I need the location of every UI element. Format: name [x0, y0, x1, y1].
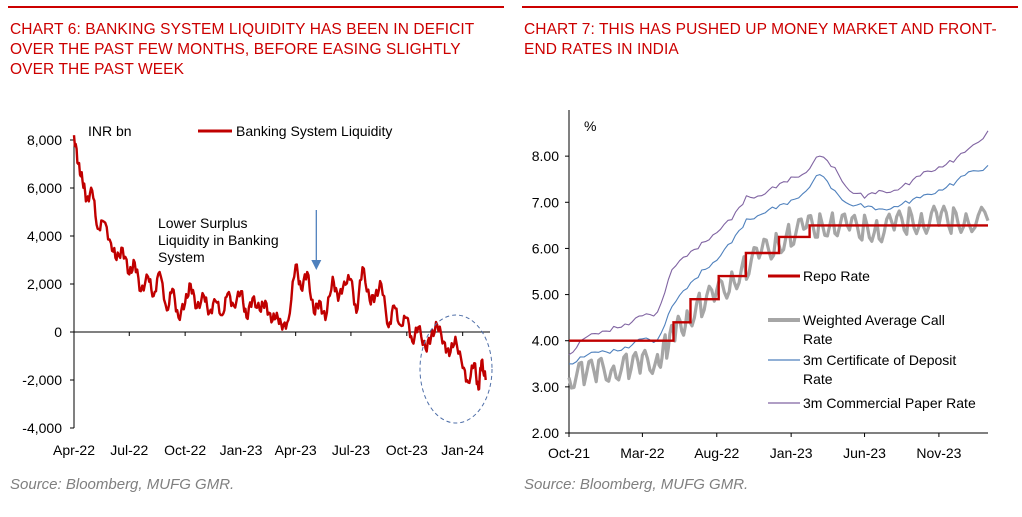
y-tick-label: 6,000 — [27, 180, 62, 196]
x-tick-label: Jun-23 — [843, 445, 886, 461]
y-tick-label: 8,000 — [27, 132, 62, 148]
chart-7-plot: 8.00 7.00 6.00 5.00 4.00 3.00 2.00% Oct-21 Mar-2… — [532, 110, 990, 461]
legend-label: Banking System Liquidity — [236, 123, 392, 139]
x-tick-label: Jul-23 — [332, 442, 370, 458]
chart-6-panel: Chart 6: Banking system liquidity has be… — [0, 0, 508, 517]
x-tick-label: Oct-23 — [386, 442, 428, 458]
x-tick-label: Mar-22 — [620, 445, 665, 461]
x-tick-label: Apr-22 — [53, 442, 95, 458]
y-tick-label: 6.00 — [532, 240, 559, 256]
x-tick-label: Oct-21 — [548, 445, 590, 461]
x-tick-label: Aug-22 — [694, 445, 739, 461]
y-tick-label: 3.00 — [532, 379, 559, 395]
y-tick-label: 4.00 — [532, 333, 559, 349]
highlight-ellipse — [419, 314, 493, 424]
x-tick-label: Oct-22 — [164, 442, 206, 458]
cp-rate-line — [568, 130, 989, 356]
y-tick-label: 5.00 — [532, 287, 559, 303]
y-tick-label: 2,000 — [27, 276, 62, 292]
x-tick-label: Jul-22 — [110, 442, 148, 458]
call-rate-line — [567, 204, 990, 390]
y-tick-label: 0 — [54, 324, 62, 340]
chart-6-plot: 8,000 6,000 4,000 2,000 0 -2,000 -4,000 Apr-22 J… — [22, 123, 493, 458]
chart-6-title: Chart 6: Banking system liquidity has be… — [10, 21, 475, 78]
annotation-text: Liquidity in Banking — [158, 232, 279, 248]
legend-label-call-1: Weighted Average Call — [803, 312, 945, 328]
x-tick-label: Apr-23 — [275, 442, 317, 458]
annotation-text: Lower Surplus — [158, 215, 248, 231]
y-tick-label: -4,000 — [22, 420, 62, 436]
chart-7-source: Source: Bloomberg, MUFG GMR. — [524, 476, 749, 493]
x-tick-label: Jan-23 — [770, 445, 813, 461]
x-tick-label: Jan-24 — [441, 442, 484, 458]
legend-label-cp: 3m Commercial Paper Rate — [803, 395, 976, 411]
repo-rate-line — [569, 224, 988, 342]
y-tick-label: -2,000 — [22, 372, 62, 388]
legend-label-cd-2: Rate — [803, 371, 833, 387]
y-tick-label: 4,000 — [27, 228, 62, 244]
unit-label: INR bn — [88, 123, 132, 139]
x-tick-label: Nov-23 — [916, 445, 961, 461]
annotation-arrowhead — [311, 260, 322, 270]
cd-rate-line — [568, 165, 989, 365]
legend-label-repo: Repo Rate — [803, 268, 870, 284]
y-tick-label: 7.00 — [532, 194, 559, 210]
y-tick-label: 2.00 — [532, 425, 559, 441]
liquidity-line — [72, 135, 487, 391]
chart-7-panel: Chart 7: This has pushed up money market… — [514, 0, 1022, 517]
chart-7-title: Chart 7: This has pushed up money market… — [524, 21, 997, 58]
title-rule — [522, 6, 1018, 8]
chart-6-source: Source: Bloomberg, MUFG GMR. — [10, 476, 235, 493]
x-tick-label: Jan-23 — [220, 442, 263, 458]
legend-label-call-2: Rate — [803, 331, 833, 347]
unit-label: % — [584, 118, 596, 134]
title-rule — [8, 6, 504, 8]
y-tick-label: 8.00 — [532, 148, 559, 164]
annotation-text: System — [158, 249, 205, 265]
legend-label-cd-1: 3m Certificate of Deposit — [803, 352, 956, 368]
